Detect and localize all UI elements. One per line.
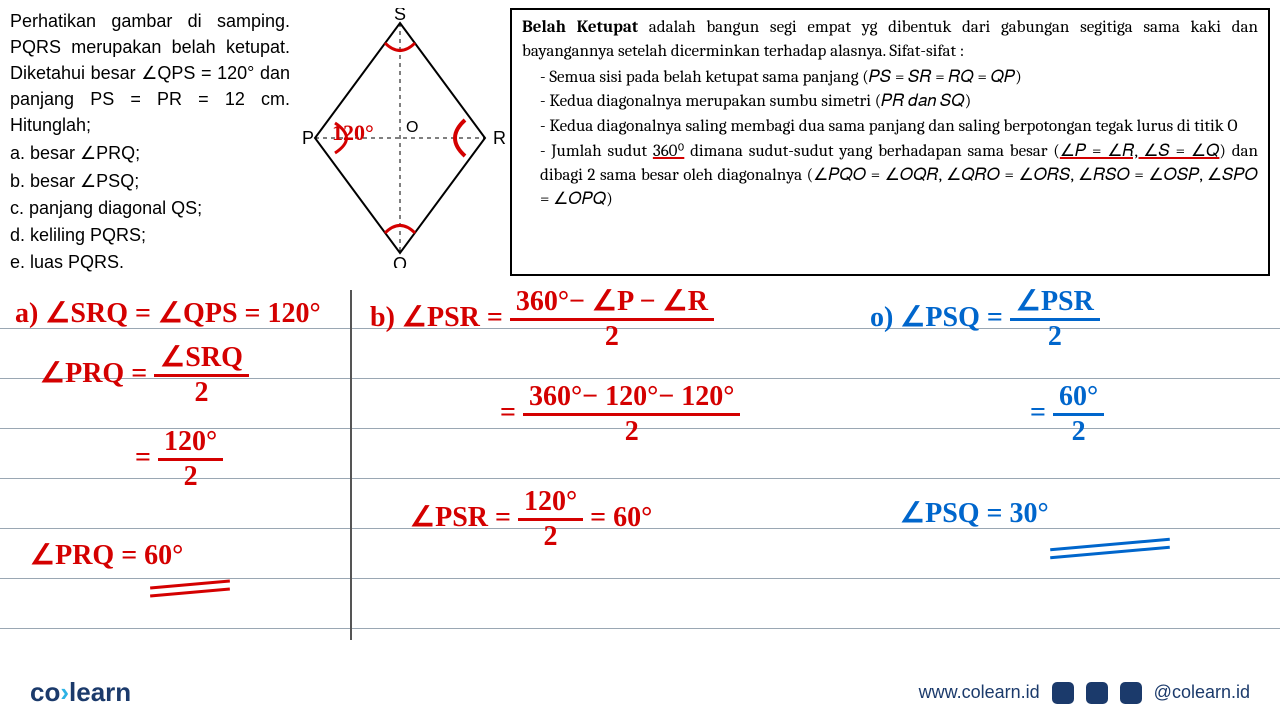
- footer-handle: @colearn.id: [1154, 682, 1250, 703]
- def-bullet-2: - Kedua diagonalnya merupakan sumbu sime…: [540, 90, 1258, 114]
- facebook-icon: [1052, 682, 1074, 704]
- work-b-line3: ∠PSR = 120°2 = 60°: [410, 488, 652, 551]
- column-divider: [350, 290, 352, 640]
- work-b-line1: b) ∠PSR = 360°− ∠P − ∠R2: [370, 288, 714, 351]
- work-a-line3: = 120°2: [135, 428, 223, 491]
- def-bullet-3: - Kedua diagonalnya saling membagi dua s…: [540, 115, 1258, 139]
- svg-text:S: S: [394, 8, 406, 24]
- angle-120-label: 120°: [332, 120, 374, 146]
- svg-text:P: P: [302, 128, 314, 148]
- rhombus-diagram: S R Q P O 120°: [290, 8, 510, 276]
- def-bullet-1: - Semua sisi pada belah ketupat sama pan…: [540, 66, 1258, 90]
- double-underline-icon: [150, 583, 230, 601]
- problem-main: Perhatikan gambar di samping. PQRS merup…: [10, 8, 290, 138]
- definition-title: Belah Ketupat: [522, 18, 638, 37]
- problem-item-c: c. panjang diagonal QS;: [10, 195, 290, 221]
- def-bullet-4: - Jumlah sudut 360⁰ dimana sudut-sudut y…: [540, 140, 1258, 211]
- problem-statement: Perhatikan gambar di samping. PQRS merup…: [10, 8, 290, 276]
- handwriting-work-area: a) ∠SRQ = ∠QPS = 120° ∠PRQ = ∠SRQ2 = 120…: [0, 288, 1280, 668]
- work-c-line2: = 60°2: [1030, 383, 1104, 446]
- svg-text:O: O: [406, 119, 418, 136]
- footer-url: www.colearn.id: [919, 682, 1040, 703]
- work-c-line3: ∠PSQ = 30°: [900, 496, 1049, 530]
- double-underline-icon: [1050, 543, 1170, 561]
- problem-item-e: e. luas PQRS.: [10, 249, 290, 275]
- work-b-line2: = 360°− 120°− 120°2: [500, 383, 740, 446]
- tiktok-icon: [1120, 682, 1142, 704]
- work-a-line2: ∠PRQ = ∠SRQ2: [40, 344, 249, 407]
- problem-item-a: a. besar ∠PRQ;: [10, 140, 290, 166]
- svg-text:R: R: [493, 128, 506, 148]
- instagram-icon: [1086, 682, 1108, 704]
- definition-box: Belah Ketupat adalah bangun segi empat y…: [510, 8, 1270, 276]
- work-a-line4: ∠PRQ = 60°: [30, 538, 183, 572]
- work-a-line1: a) ∠SRQ = ∠QPS = 120°: [15, 296, 321, 330]
- problem-item-b: b. besar ∠PSQ;: [10, 168, 290, 194]
- svg-text:Q: Q: [393, 254, 407, 268]
- problem-list: a. besar ∠PRQ; b. besar ∠PSQ; c. panjang…: [10, 140, 290, 274]
- problem-item-d: d. keliling PQRS;: [10, 222, 290, 248]
- work-c-line1: o) ∠PSQ = ∠PSR2: [870, 288, 1100, 351]
- footer: co›learn www.colearn.id @colearn.id: [0, 677, 1280, 708]
- colearn-logo: co›learn: [30, 677, 131, 708]
